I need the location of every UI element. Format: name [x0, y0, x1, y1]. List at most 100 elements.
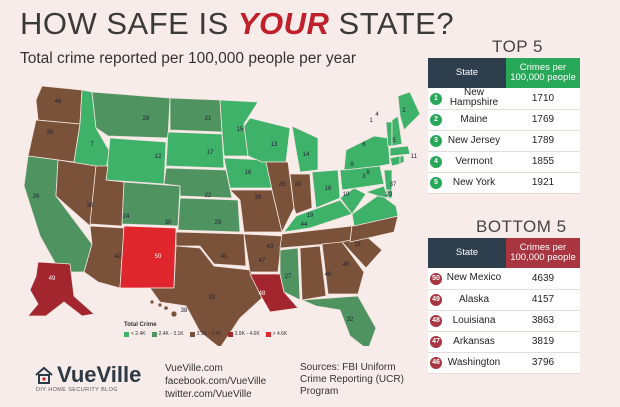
us-map-svg: 46 35 7 28 21 15 13 12 17 26 36 24 22 16… [23, 85, 421, 351]
state-indiana [289, 173, 313, 215]
crime-value: 4157 [506, 289, 580, 311]
map-label: 17 [207, 150, 214, 156]
map-label: 5 [392, 138, 396, 144]
state-shapes [23, 85, 421, 351]
map-label: 23 [386, 192, 393, 198]
table-row: 47 Arkansas 3819 [428, 331, 580, 353]
map-label: 36 [87, 203, 94, 209]
table-row: 1 New Hampshire 1710 [428, 88, 580, 110]
map-label: 29 [215, 220, 222, 226]
map-label: 41 [221, 254, 228, 260]
state-rhode-island [399, 155, 405, 165]
map-label: 20 [295, 182, 302, 188]
legend-title: Total Crime [124, 322, 157, 328]
social-links: VueVille.com facebook.com/VueVille twitt… [165, 362, 266, 401]
map-label: 35 [47, 130, 54, 136]
table-row: 49 Alaska 4157 [428, 289, 580, 311]
map-label: 10 [343, 192, 350, 198]
map-label: 24 [123, 214, 130, 220]
state-kentucky [283, 199, 353, 233]
rank-badge: 46 [430, 357, 442, 369]
rank-badge: 1 [430, 92, 442, 105]
map-label: 22 [205, 193, 212, 199]
state-south-dakota [165, 131, 225, 169]
state-washington [35, 85, 83, 125]
map-label: 33 [209, 295, 216, 301]
top5-col-value: Crimes per 100,000 people [506, 58, 580, 88]
state-name: Maine [442, 109, 506, 131]
map-label: 39 [255, 195, 262, 201]
map-label: 46 [55, 99, 62, 105]
map-label: 32 [347, 317, 354, 323]
map-label: 7 [90, 142, 94, 148]
state-oregon [27, 119, 81, 163]
brand-name: VueVille [57, 362, 142, 387]
rank-badge: 2 [430, 114, 442, 126]
state-georgia [321, 241, 365, 295]
state-missouri [229, 189, 283, 233]
state-name: New Hampshire [442, 88, 506, 110]
map-label: 26 [33, 194, 40, 200]
state-connecticut [389, 155, 401, 167]
map-label: 44 [301, 222, 308, 228]
table-row: 5 New York 1921 [428, 172, 580, 194]
rank-badge: 4 [430, 156, 442, 168]
state-new-hampshire [391, 115, 403, 147]
crime-value: 4639 [506, 268, 580, 290]
state-name: Arkansas [442, 331, 506, 353]
legend-item: < 2.4K [124, 331, 146, 337]
legend-item: > 4.6K [265, 331, 287, 337]
state-name: Alaska [442, 289, 506, 311]
state-name: New York [442, 172, 506, 194]
map-label: 45 [343, 262, 350, 268]
crime-value: 1769 [506, 109, 580, 131]
map-label: 28 [143, 116, 150, 122]
twitter-link[interactable]: twitter.com/VueVille [165, 389, 252, 400]
state-new-mexico [119, 225, 177, 289]
website-link[interactable]: VueVille.com [165, 363, 223, 374]
page-subtitle: Total crime reported per 100,000 people … [20, 50, 357, 67]
map-label: 9 [350, 162, 354, 168]
state-new-york [343, 135, 391, 171]
state-illinois [265, 161, 295, 234]
bottom5-table: State Crimes per 100,000 people 50 New M… [428, 238, 580, 374]
state-name: New Jersey [442, 130, 506, 152]
map-label: 50 [155, 254, 162, 260]
table-row: 4 Vermont 1855 [428, 151, 580, 173]
map-label: 11 [411, 154, 418, 160]
crime-value: 1855 [506, 151, 580, 173]
top5-title: TOP 5 [492, 37, 544, 56]
state-hawaii [149, 299, 178, 318]
rank-badge: 50 [430, 272, 442, 285]
state-montana [91, 91, 171, 139]
legend-item: 3.1K - 3.9K [189, 331, 222, 337]
legend-item: 3.9K - 4.6K [227, 331, 260, 337]
map-label: 2 [402, 108, 406, 114]
map-label: 12 [155, 154, 162, 160]
facebook-link[interactable]: facebook.com/VueVille [165, 376, 267, 387]
page-title: HOW SAFE IS YOUR STATE? [20, 6, 455, 41]
state-alaska [27, 261, 95, 317]
crime-value: 1921 [506, 172, 580, 194]
map-label: 4 [375, 112, 379, 118]
crime-value: 1710 [506, 88, 580, 110]
map-legend: Total Crime < 2.4K 2.4K - 3.1K 3.1K - 3.… [124, 322, 287, 337]
map-label: 47 [259, 258, 266, 264]
vueville-logo: VueVille DIY HOME SECURITY BLOG [34, 362, 141, 393]
map-label: 48 [259, 291, 266, 297]
state-west-virginia [339, 187, 367, 215]
table-row: 3 New Jersey 1789 [428, 130, 580, 152]
state-kansas [177, 197, 241, 233]
table-row: 50 New Mexico 4639 [428, 268, 580, 290]
map-label: 30 [165, 220, 172, 226]
state-mississippi [279, 247, 301, 301]
house-icon [35, 366, 53, 384]
map-label: 49 [49, 276, 56, 282]
state-name: Vermont [442, 151, 506, 173]
map-label: 18 [325, 186, 332, 192]
map-label: 3 [362, 174, 366, 180]
us-crime-map: 46 35 7 28 21 15 13 12 17 26 36 24 22 16… [0, 66, 430, 351]
state-delaware [387, 189, 393, 199]
crime-value: 3863 [506, 310, 580, 332]
state-arkansas [243, 233, 283, 273]
